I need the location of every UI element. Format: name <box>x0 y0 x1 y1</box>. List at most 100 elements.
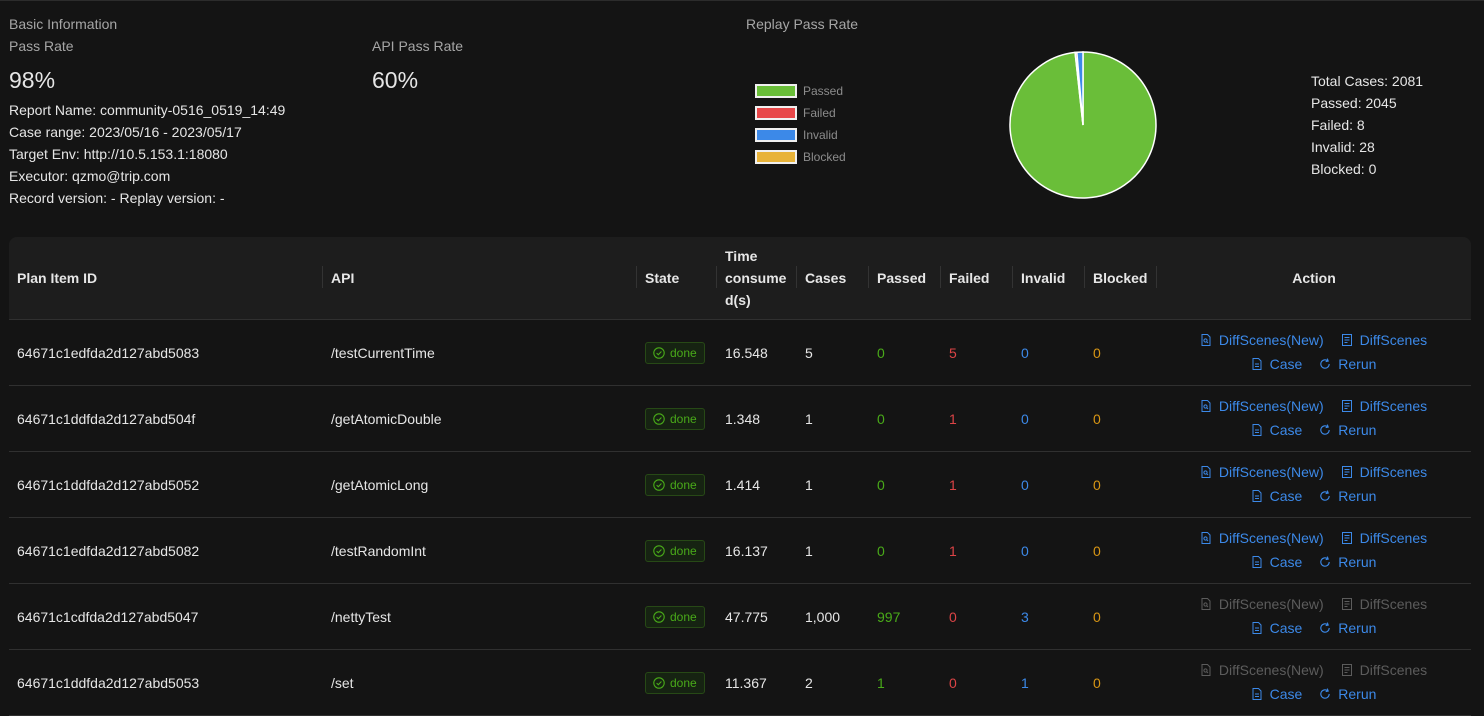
cell-failed: 1 <box>949 410 957 427</box>
cell-plan-item-id: 64671c1edfda2d127abd5083 <box>17 344 200 361</box>
action-line-case: Case Rerun <box>1155 488 1471 504</box>
diff-scenes-button[interactable]: DiffScenes <box>1340 530 1427 546</box>
header-passed: Passed <box>877 270 927 286</box>
rerun-button[interactable]: Rerun <box>1318 554 1376 570</box>
cell-blocked: 0 <box>1093 542 1101 559</box>
redo-icon <box>1320 688 1331 699</box>
legend-passed[interactable]: Passed <box>755 84 843 98</box>
case-button[interactable]: Case <box>1250 356 1302 372</box>
basic-info-title: Basic Information <box>9 16 118 32</box>
action-line-diff: DiffScenes(New) DiffScenes <box>1155 332 1471 348</box>
cell-state: done <box>637 584 717 649</box>
table-body: 64671c1edfda2d127abd5083 /testCurrentTim… <box>9 320 1471 716</box>
rerun-button[interactable]: Rerun <box>1318 356 1376 372</box>
case-range: Case range: 2023/05/16 - 2023/05/17 <box>9 124 242 140</box>
table-row: 64671c1ddfda2d127abd504f /getAtomicDoubl… <box>9 386 1471 452</box>
stat-failed: Failed: 8 <box>1311 117 1365 133</box>
table-row: 64671c1edfda2d127abd5082 /testRandomInt … <box>9 518 1471 584</box>
diff-scenes-button[interactable]: DiffScenes <box>1340 464 1427 480</box>
diff-scenes-label: DiffScenes <box>1359 464 1428 480</box>
diff-scenes-new-button: DiffScenes(New) <box>1199 596 1324 612</box>
cell-time-consumed: 16.137 <box>725 542 768 559</box>
header-blocked: Blocked <box>1093 270 1148 286</box>
check-circle-icon <box>653 346 665 359</box>
case-button[interactable]: Case <box>1250 422 1302 438</box>
action-line-case: Case Rerun <box>1155 356 1471 372</box>
cell-cases: 2 <box>805 674 813 691</box>
diff-scenes-new-button[interactable]: DiffScenes(New) <box>1199 332 1324 348</box>
cell-api: /nettyTest <box>331 608 391 625</box>
case-button[interactable]: Case <box>1250 488 1302 504</box>
status-badge-label: done <box>670 675 697 690</box>
rerun-button[interactable]: Rerun <box>1318 488 1376 504</box>
cell-passed: 0 <box>877 542 885 559</box>
cell-plan-item-id: 64671c1ddfda2d127abd5053 <box>17 674 200 691</box>
file-text-icon <box>1341 532 1352 544</box>
case-label: Case <box>1269 620 1303 636</box>
status-badge: done <box>645 605 705 628</box>
action-line-diff: DiffScenes(New) DiffScenes <box>1155 464 1471 480</box>
case-label: Case <box>1269 554 1303 570</box>
diff-scenes-new-button[interactable]: DiffScenes(New) <box>1199 398 1324 414</box>
case-button[interactable]: Case <box>1250 554 1303 570</box>
cell-time-consumed: 16.548 <box>725 344 768 361</box>
diff-scenes-new-button[interactable]: DiffScenes(New) <box>1199 530 1324 546</box>
file-text-icon <box>1341 664 1352 676</box>
cell-blocked: 0 <box>1093 608 1101 625</box>
cell-action: DiffScenes(New) DiffScenes Case Rerun <box>1155 386 1471 451</box>
cell-action: DiffScenes(New) DiffScenes Case Rerun <box>1155 584 1471 649</box>
header-invalid: Invalid <box>1021 270 1066 286</box>
header-divider <box>868 266 869 288</box>
legend-label-passed: Passed <box>803 84 844 98</box>
redo-icon <box>1320 622 1331 633</box>
diff-scenes-button[interactable]: DiffScenes <box>1340 398 1427 414</box>
case-button[interactable]: Case <box>1250 620 1303 636</box>
cell-time-consumed: 1.414 <box>725 476 761 493</box>
stat-passed: Passed: 2045 <box>1311 95 1397 111</box>
diff-scenes-label: DiffScenes <box>1359 596 1428 612</box>
diff-scenes-new-button[interactable]: DiffScenes(New) <box>1199 464 1324 480</box>
cell-api: /testRandomInt <box>331 542 426 559</box>
cell-time-consumed: 47.775 <box>725 608 768 625</box>
file-search-icon <box>1201 334 1211 346</box>
diff-scenes-new-button: DiffScenes(New) <box>1199 662 1324 678</box>
file-text-icon <box>1341 598 1352 610</box>
cell-cases: 5 <box>805 344 813 361</box>
diff-scenes-button: DiffScenes <box>1340 596 1427 612</box>
header-api: API <box>331 270 355 286</box>
status-badge-label: done <box>670 345 697 360</box>
cell-api: /testCurrentTime <box>331 344 435 361</box>
cell-action: DiffScenes(New) DiffScenes Case Rerun <box>1155 452 1471 517</box>
cell-failed: 1 <box>949 476 957 493</box>
header-time-line3: d(s) <box>725 292 751 308</box>
rerun-button[interactable]: Rerun <box>1318 620 1376 636</box>
cell-api: /getAtomicDouble <box>331 410 442 427</box>
diff-scenes-new-label: DiffScenes(New) <box>1218 530 1324 546</box>
legend-invalid[interactable]: Invalid <box>755 128 838 142</box>
rerun-button[interactable]: Rerun <box>1318 422 1376 438</box>
header-divider <box>1084 266 1085 288</box>
diff-scenes-label: DiffScenes <box>1359 530 1428 546</box>
record-version: Record version: - Replay version: - <box>9 190 225 206</box>
case-button[interactable]: Case <box>1250 686 1302 702</box>
cell-passed: 0 <box>877 476 885 493</box>
header-divider <box>322 266 323 288</box>
legend-blocked[interactable]: Blocked <box>755 150 846 164</box>
rerun-button[interactable]: Rerun <box>1318 686 1376 702</box>
redo-icon <box>1320 556 1331 567</box>
legend-failed[interactable]: Failed <box>755 106 836 120</box>
action-line-case: Case Rerun <box>1155 422 1471 438</box>
diff-scenes-new-label: DiffScenes(New) <box>1218 662 1324 678</box>
diff-scenes-button[interactable]: DiffScenes <box>1340 332 1427 348</box>
legend-swatch-blocked <box>755 150 797 164</box>
file-search-icon <box>1201 598 1211 610</box>
header-divider <box>796 266 797 288</box>
rerun-label: Rerun <box>1338 356 1377 372</box>
top-divider <box>0 0 1484 1</box>
replay-pass-rate-pie-chart <box>1009 51 1157 199</box>
table-header: Plan Item ID API State Time consume d(s)… <box>9 237 1471 320</box>
cell-state: done <box>637 650 717 715</box>
cell-blocked: 0 <box>1093 344 1101 361</box>
diff-scenes-new-label: DiffScenes(New) <box>1218 596 1324 612</box>
cell-invalid: 0 <box>1021 410 1029 427</box>
